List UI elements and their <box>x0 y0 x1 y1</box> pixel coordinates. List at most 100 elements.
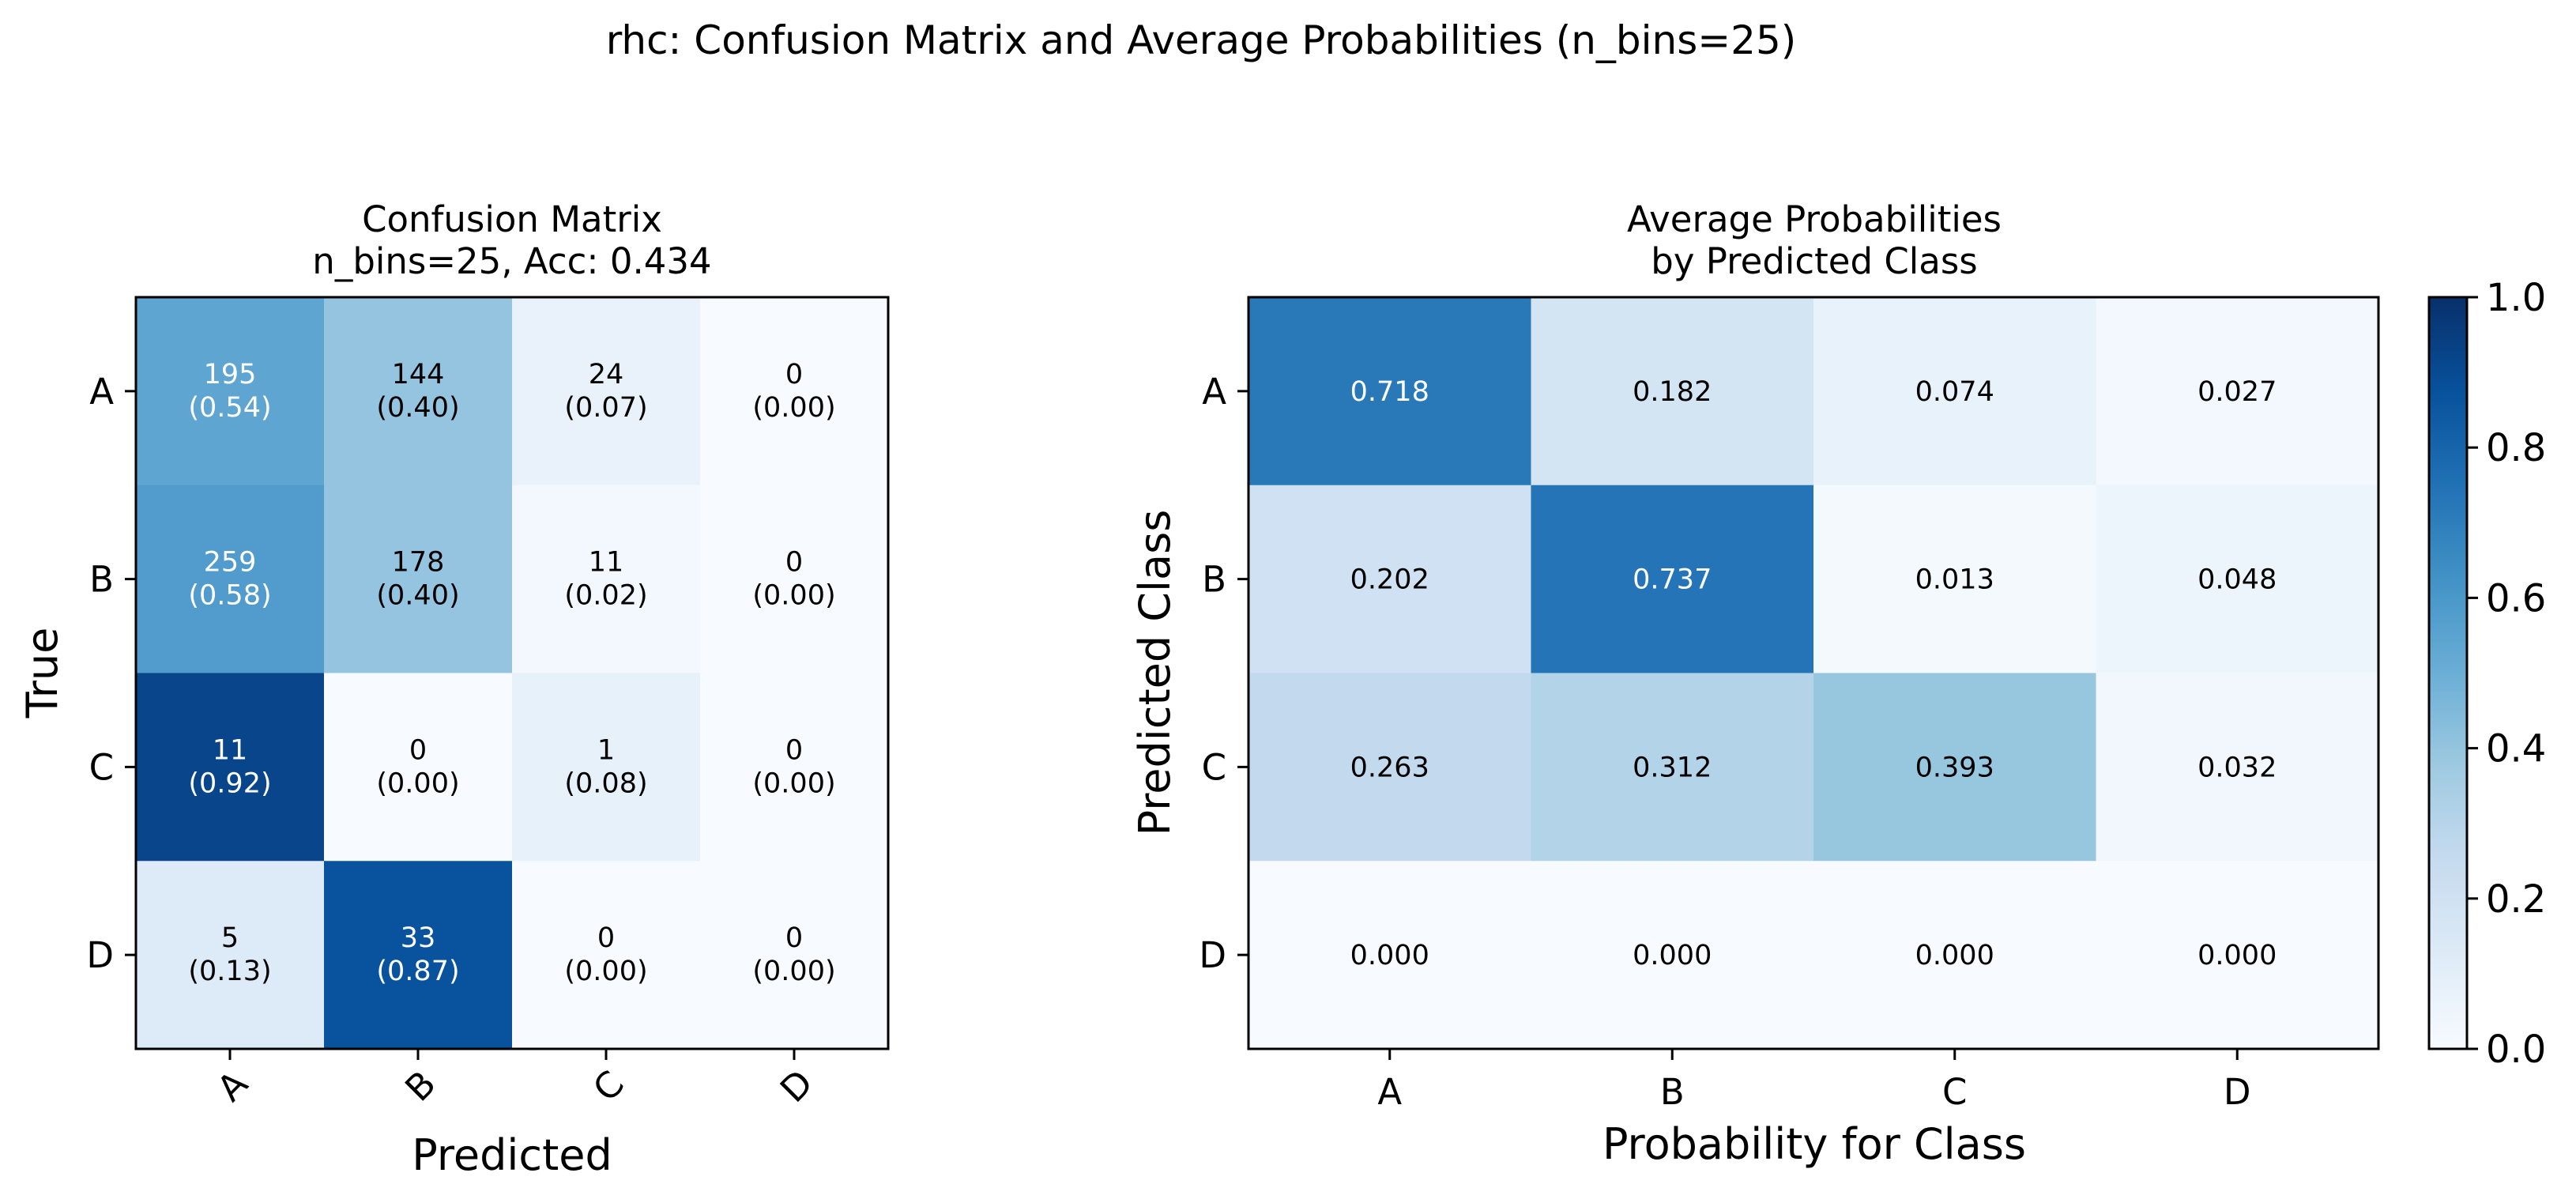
ap-cell <box>1813 861 2097 1050</box>
ap-frame <box>1247 296 2380 1050</box>
cm-cell <box>136 861 325 1050</box>
cm-cell-count: 11 <box>589 547 624 579</box>
colorbar-tick-label: 0.2 <box>2486 877 2546 922</box>
ap-cell-value: 0.048 <box>2198 564 2277 596</box>
cm-cell-fraction: (0.40) <box>376 580 459 612</box>
ap-cell <box>2096 485 2379 674</box>
cm-cell-fraction: (0.54) <box>188 392 271 424</box>
cm-cell <box>136 673 325 862</box>
y-tick-label: C <box>89 746 114 788</box>
cm-cell <box>700 861 889 1050</box>
cm-cell-fraction: (0.00) <box>752 580 835 612</box>
cm-cell <box>700 673 889 862</box>
cm-cell <box>136 485 325 674</box>
x-tick-label: C <box>585 1062 632 1110</box>
cm-frame <box>134 296 890 1050</box>
ap-cells: 0.718 0.182 0.074 0.027 0.202 0.737 0.013 0.048… <box>1248 297 2379 1050</box>
colorbar-tick-label: 0.0 <box>2486 1028 2546 1072</box>
x-tick-label: A <box>209 1062 255 1109</box>
ap-cell-value: 0.182 <box>1633 376 1712 408</box>
colorbar-tick-label: 0.6 <box>2486 576 2546 620</box>
ap-cell-value: 0.312 <box>1633 752 1712 783</box>
ap-cell <box>1813 673 2097 862</box>
y-tick-label: B <box>1202 559 1226 601</box>
figure-title: rhc: Confusion Matrix and Average Probab… <box>606 17 1797 63</box>
ap-cell <box>1813 485 2097 674</box>
cm-cell-count: 144 <box>392 359 445 390</box>
x-tick-label: B <box>1660 1071 1685 1113</box>
ap-cell-value: 0.027 <box>2198 376 2277 408</box>
colorbar: 0.0 0.2 0.4 0.6 0.8 1.0 <box>2427 276 2546 1072</box>
ap-cell <box>1531 673 1814 862</box>
cm-cell-count: 0 <box>785 359 803 390</box>
ap-cell <box>1813 297 2097 486</box>
ap-cell-value: 0.202 <box>1350 564 1429 596</box>
x-tick-label: D <box>772 1062 821 1111</box>
cm-cell-fraction: (0.00) <box>376 767 459 799</box>
ap-cell <box>1248 297 1532 486</box>
cm-cell <box>512 861 701 1050</box>
ap-cell <box>1248 673 1532 862</box>
ap-ticks: A B C D A B C D <box>1199 371 2250 1113</box>
cm-ylabel: True <box>17 628 67 719</box>
x-tick-label: B <box>397 1062 443 1109</box>
cm-title-line1: Confusion Matrix <box>362 198 662 240</box>
cm-cell <box>324 485 513 674</box>
ap-cell <box>1531 485 1814 674</box>
ap-xlabel: Probability for Class <box>1602 1119 2026 1169</box>
ap-cell-value: 0.000 <box>1633 940 1712 971</box>
y-tick-label: C <box>1202 746 1226 788</box>
cm-cell <box>512 673 701 862</box>
cm-cell-fraction: (0.40) <box>376 392 459 424</box>
ap-cell-value: 0.000 <box>1350 940 1429 971</box>
ap-cell-value: 0.000 <box>2198 940 2277 971</box>
cm-cell-fraction: (0.08) <box>564 767 647 799</box>
cm-cell-fraction: (0.00) <box>752 767 835 799</box>
ap-cell-value: 0.074 <box>1915 376 1994 408</box>
ap-cell <box>1248 485 1532 674</box>
cm-cell-fraction: (0.87) <box>376 956 459 987</box>
cm-cell-count: 24 <box>589 359 624 390</box>
cm-cell-count: 0 <box>785 922 803 954</box>
y-tick-label: D <box>86 934 114 976</box>
cm-title-line2: n_bins=25, Acc: 0.434 <box>312 240 711 282</box>
cm-cell-count: 33 <box>401 922 436 954</box>
ap-cell-value: 0.263 <box>1350 752 1429 783</box>
colorbar-gradient <box>2429 297 2467 1049</box>
cm-cell-count: 0 <box>785 734 803 766</box>
cm-cell-count: 0 <box>597 922 615 954</box>
x-tick-label: A <box>1377 1071 1402 1113</box>
colorbar-frame <box>2427 296 2469 1050</box>
cm-cell-fraction: (0.92) <box>188 767 271 799</box>
colorbar-tick-label: 1.0 <box>2486 276 2546 320</box>
cm-cell-fraction: (0.07) <box>564 392 647 424</box>
cm-cell <box>136 297 325 486</box>
cm-cell <box>324 297 513 486</box>
y-tick-label: D <box>1199 934 1226 976</box>
cm-cell-fraction: (0.13) <box>188 956 271 987</box>
cm-cell <box>324 861 513 1050</box>
cm-xlabel: Predicted <box>412 1130 612 1180</box>
cm-cell-count: 0 <box>409 734 427 766</box>
average-probabilities-panel: Average Probabilities by Predicted Class… <box>1130 198 2380 1169</box>
ap-cell-value: 0.013 <box>1915 564 1994 596</box>
x-tick-label: D <box>2224 1071 2251 1113</box>
cm-cell-fraction: (0.00) <box>752 956 835 987</box>
cm-cells: 195(0.54)144(0.40)24(0.07)0(0.00)259(0.5… <box>136 297 889 1050</box>
ap-cell <box>1248 861 1532 1050</box>
y-tick-label: B <box>89 559 114 601</box>
ap-title-line1: Average Probabilities <box>1627 198 2002 240</box>
cm-cell-count: 11 <box>213 734 248 766</box>
ap-cell-value: 0.000 <box>1915 940 1994 971</box>
cm-cell <box>700 485 889 674</box>
ap-cell <box>2096 861 2379 1050</box>
ap-title-line2: by Predicted Class <box>1651 240 1977 282</box>
cm-cell-count: 195 <box>204 359 257 390</box>
ap-cell-value: 0.393 <box>1915 752 1994 783</box>
cm-cell <box>324 673 513 862</box>
cm-cell-fraction: (0.00) <box>752 392 835 424</box>
ap-ylabel: Predicted Class <box>1130 510 1180 836</box>
x-tick-label: C <box>1942 1071 1967 1113</box>
ap-cell <box>2096 297 2379 486</box>
